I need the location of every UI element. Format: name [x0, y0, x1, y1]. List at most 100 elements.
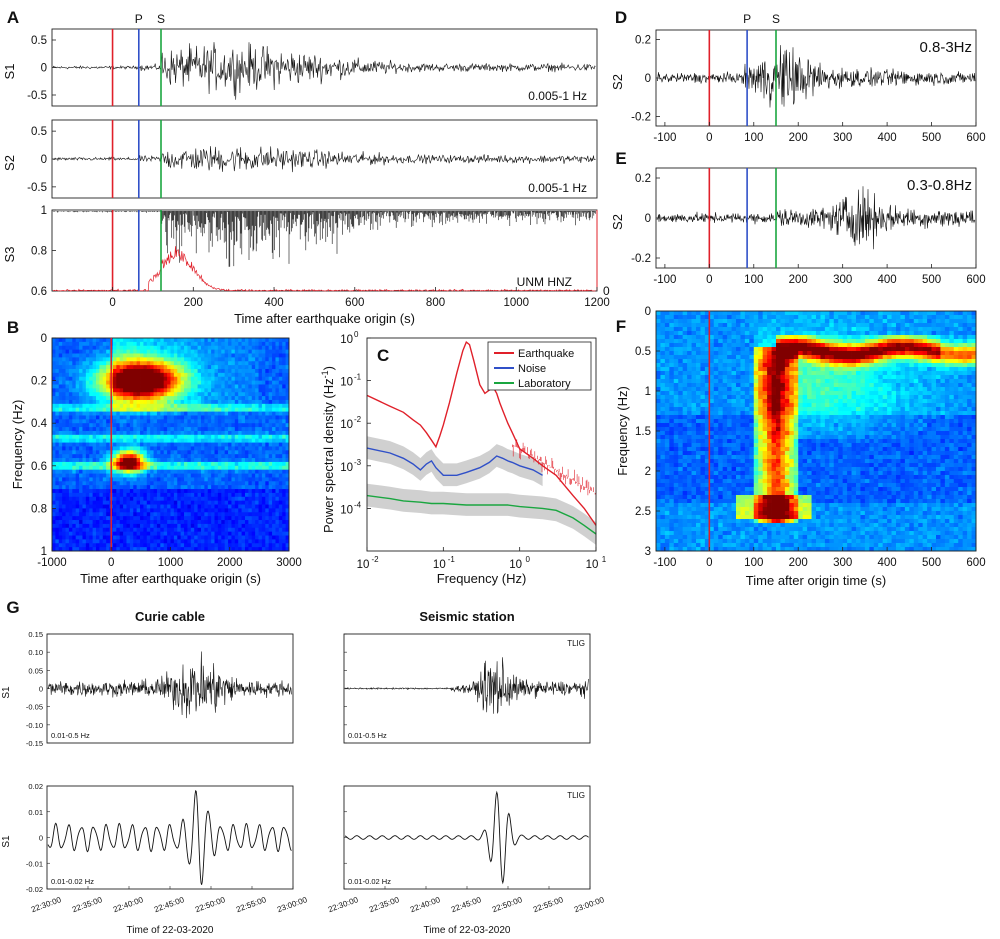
heatmap-cell: [704, 515, 710, 520]
heatmap-cell: [228, 427, 232, 432]
heatmap-cell: [231, 516, 236, 521]
heatmap-cell: [82, 458, 87, 463]
heatmap-cell: [669, 423, 675, 428]
heatmap-cell: [173, 531, 178, 536]
heatmap-cell: [89, 504, 94, 509]
heatmap-cell: [187, 527, 192, 533]
heatmap-cell: [258, 407, 263, 412]
x-tick-label: 800: [426, 297, 445, 309]
heatmap-cell: [664, 419, 670, 424]
heatmap-cell: [177, 419, 182, 424]
heatmap-cell: [709, 343, 715, 348]
heatmap-cell: [258, 446, 263, 451]
x-tick-label: 400: [878, 274, 897, 286]
heatmap-cell: [238, 469, 242, 474]
heatmap-cell: [255, 446, 259, 451]
heatmap-cell: [89, 434, 94, 440]
heatmap-cell: [248, 547, 253, 552]
heatmap-cell: [682, 387, 688, 392]
x-tick-label: 100: [744, 132, 763, 144]
heatmap-cell: [190, 446, 195, 451]
heatmap-cell: [126, 492, 131, 498]
heatmap-cell: [136, 384, 141, 389]
heatmap-cell: [126, 423, 131, 428]
heatmap-cell: [268, 388, 273, 393]
heatmap-cell: [82, 338, 87, 343]
heatmap-cell: [221, 380, 226, 385]
heatmap-cell: [217, 465, 222, 471]
heatmap-cell: [197, 489, 202, 494]
heatmap-cell: [163, 368, 168, 374]
heatmap-cell: [255, 539, 259, 544]
heatmap-cell: [261, 376, 266, 381]
heatmap-cell: [244, 399, 249, 405]
heatmap-cell: [112, 368, 117, 374]
heatmap-cell: [261, 438, 266, 443]
heatmap-cell: [282, 438, 287, 443]
heatmap-cell: [722, 507, 728, 512]
heatmap-cell: [704, 355, 710, 360]
heatmap-cell: [156, 454, 161, 459]
heatmap-cell: [248, 450, 253, 455]
heatmap-cell: [52, 365, 56, 370]
heatmap-cell: [75, 535, 80, 540]
heatmap-cell: [167, 543, 171, 548]
heatmap-cell: [224, 469, 229, 474]
heatmap-cell: [167, 365, 171, 370]
heatmap-cell: [62, 392, 66, 397]
heatmap-cell: [696, 439, 701, 444]
heatmap-cell: [194, 543, 198, 548]
heatmap-cell: [153, 388, 158, 393]
heatmap-cell: [234, 465, 239, 471]
heatmap-cell: [204, 496, 209, 502]
heatmap-cell: [129, 438, 134, 443]
heatmap-cell: [112, 512, 117, 517]
heatmap-cell: [687, 347, 692, 352]
heatmap-cell: [691, 487, 697, 492]
heatmap-cell: [68, 415, 73, 420]
heatmap-cell: [180, 539, 185, 544]
heatmap-cell: [673, 531, 679, 536]
heatmap-cell: [217, 380, 222, 385]
heatmap-cell: [167, 531, 171, 536]
heatmap-cell: [153, 423, 158, 428]
heatmap-cell: [696, 535, 701, 540]
heatmap-cell: [119, 504, 124, 509]
heatmap-cell: [133, 543, 138, 548]
heatmap-cell: [718, 471, 724, 476]
heatmap-cell: [275, 341, 280, 347]
heatmap-cell: [194, 376, 198, 381]
filter-band-annotation: 0.3-0.8Hz: [907, 177, 972, 194]
heatmap-cell: [58, 434, 63, 440]
heatmap-cell: [92, 372, 97, 378]
heatmap-cell: [691, 515, 697, 520]
heatmap-cell: [265, 500, 270, 505]
heatmap-cell: [244, 516, 249, 521]
heatmap-cell: [678, 479, 684, 484]
heatmap-cell: [197, 419, 202, 424]
heatmap-cell: [136, 442, 141, 447]
heatmap-cell: [704, 491, 710, 496]
heatmap-cell: [119, 442, 124, 447]
heatmap-cell: [217, 365, 222, 370]
heatmap-cell: [62, 403, 66, 409]
heatmap-cell: [187, 547, 192, 552]
heatmap-cell: [89, 365, 94, 370]
heatmap-cell: [133, 434, 138, 440]
heatmap-cell: [72, 434, 77, 440]
heatmap-cell: [92, 520, 97, 525]
heatmap-cell: [82, 500, 87, 505]
heatmap-cell: [673, 503, 679, 508]
y-tick-label: 0: [645, 213, 651, 225]
heatmap-cell: [52, 419, 56, 424]
heatmap-cell: [190, 372, 195, 378]
heatmap-cell: [150, 396, 154, 401]
heatmap-cell: [678, 347, 684, 352]
heatmap-cell: [123, 539, 127, 544]
heatmap-cell: [187, 384, 192, 389]
heatmap-cell: [669, 539, 675, 544]
heatmap-cell: [709, 511, 715, 516]
heatmap-cell: [258, 512, 263, 517]
heatmap-cell: [197, 411, 202, 416]
heatmap-cell: [62, 520, 66, 525]
